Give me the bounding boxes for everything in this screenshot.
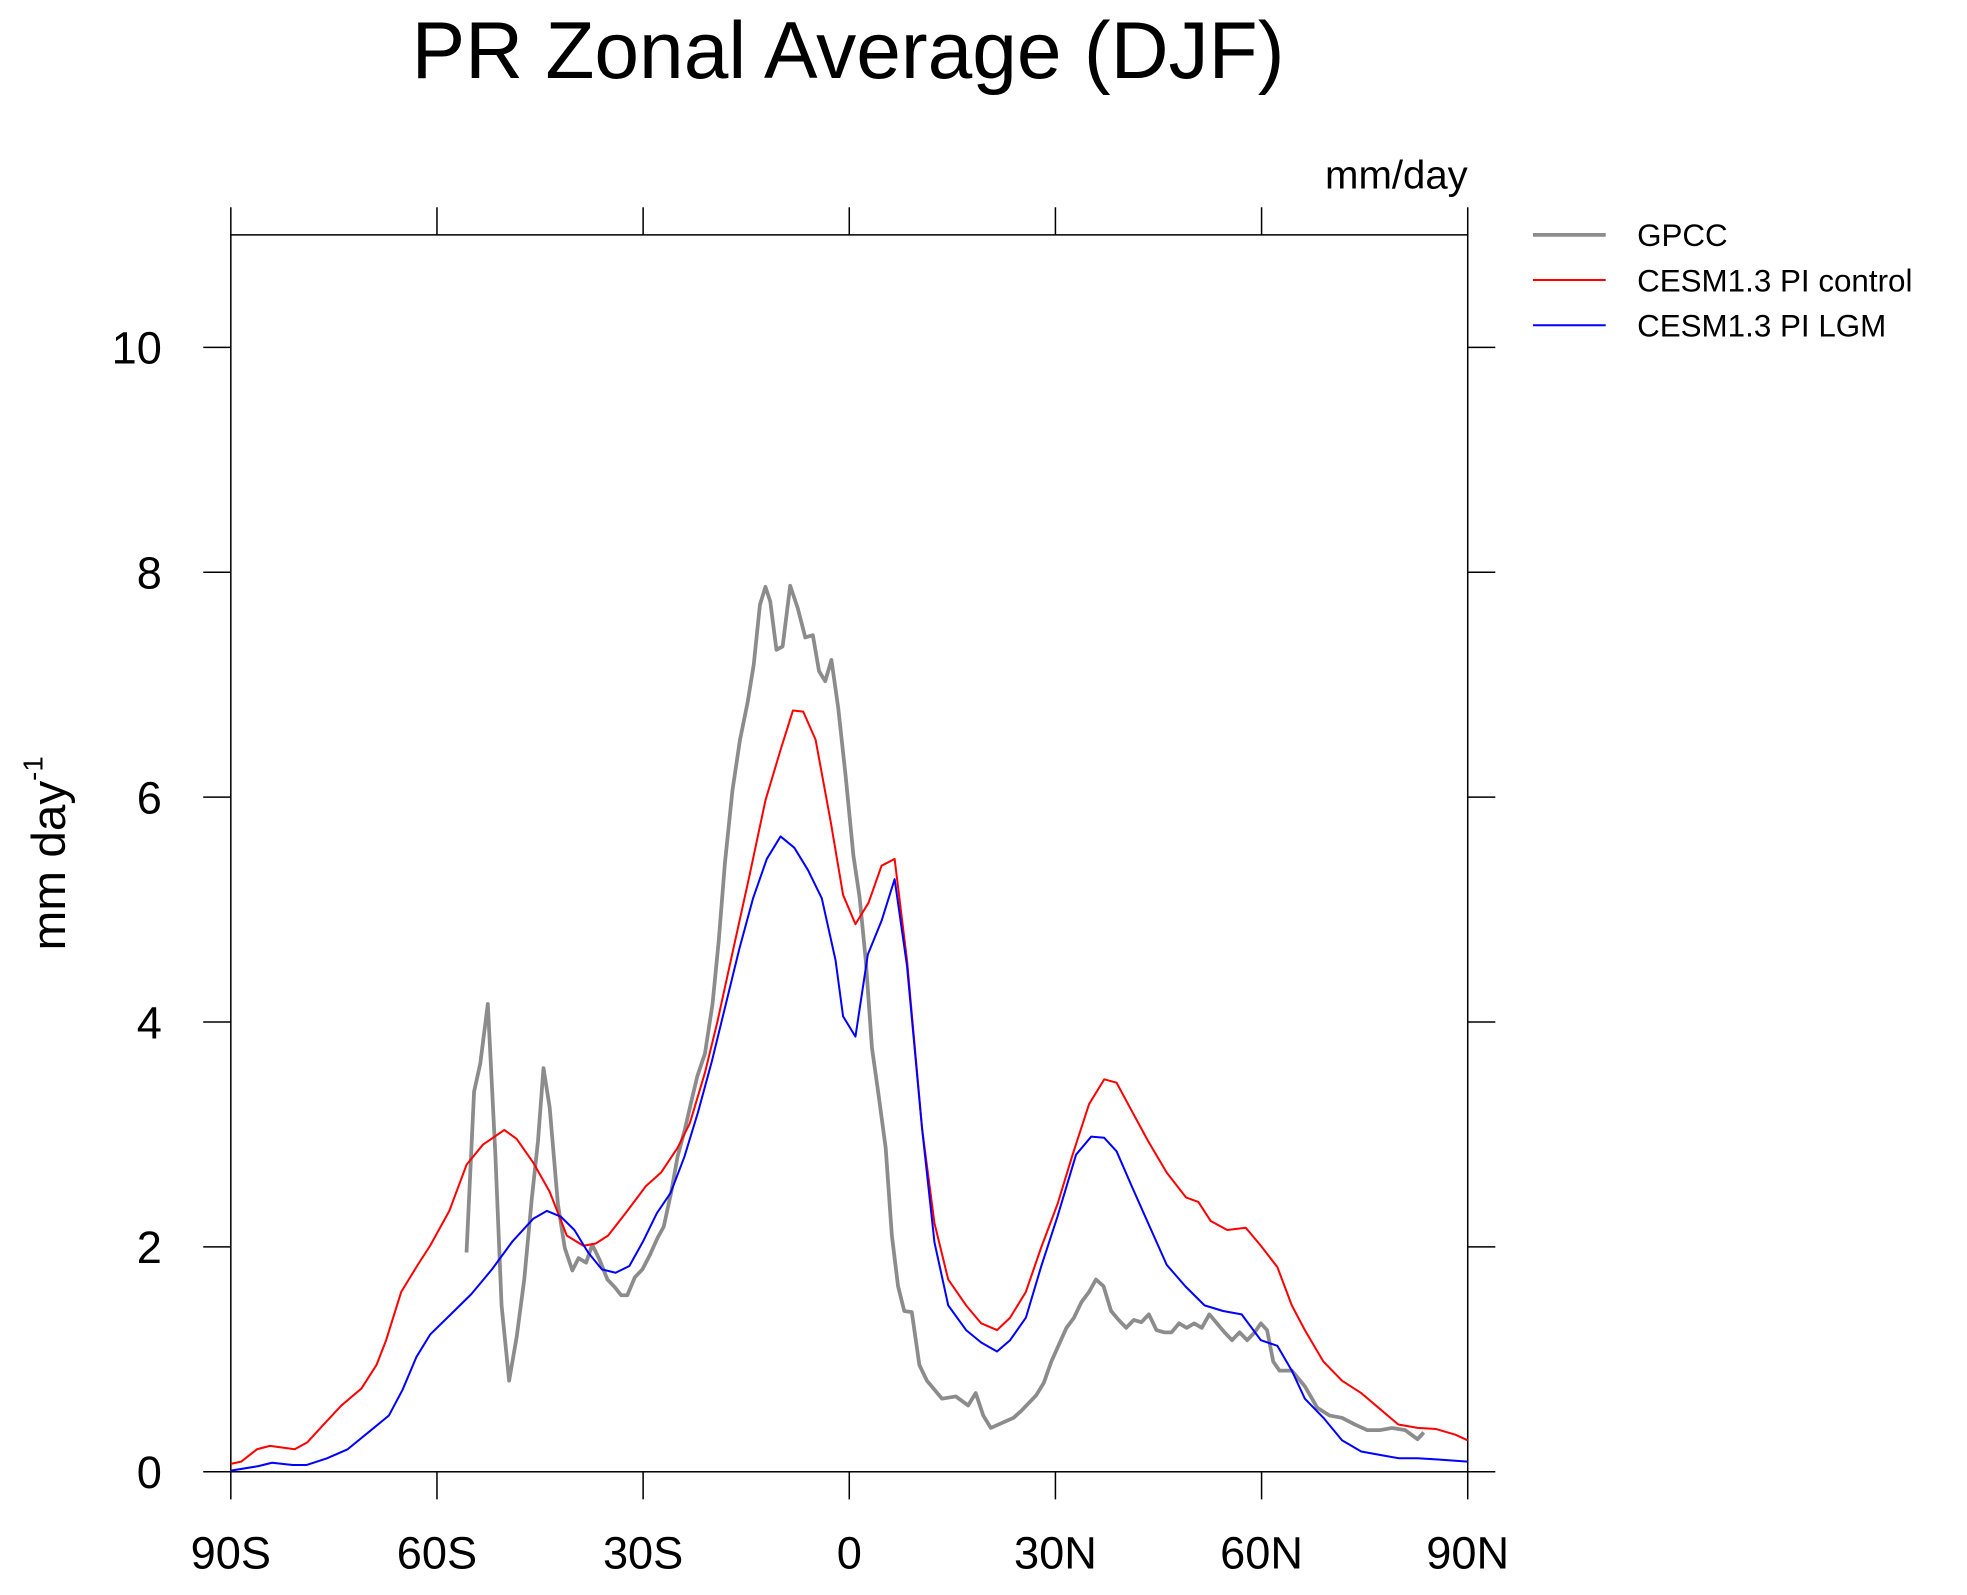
x-tick-label: 90N — [1426, 1527, 1509, 1578]
y-axis-label-superscript: -1 — [18, 756, 49, 781]
y-axis-label-main: mm day — [23, 781, 76, 951]
legend-label: CESM1.3 PI LGM — [1637, 308, 1886, 343]
x-tick-label: 60N — [1220, 1527, 1303, 1578]
legend-label: GPCC — [1637, 218, 1728, 253]
x-tick-label: 0 — [837, 1527, 862, 1578]
y-tick-label: 2 — [137, 1222, 162, 1273]
plot-frame — [230, 234, 1469, 1473]
y-tick-label: 0 — [137, 1447, 162, 1498]
series-line — [230, 835, 1468, 1472]
chart-title: PR Zonal Average (DJF) — [412, 6, 1285, 96]
y-tick-label: 10 — [112, 323, 162, 374]
y-tick-label: 6 — [137, 772, 162, 823]
y-tick-label: 8 — [137, 548, 162, 599]
series-line — [230, 709, 1469, 1465]
series-line — [464, 583, 1426, 1442]
y-axis-label: mm day-1 — [18, 756, 77, 950]
x-tick-label: 60S — [397, 1527, 477, 1578]
units-label: mm/day — [1325, 152, 1468, 197]
y-axis-label-text: mm day-1 — [18, 756, 77, 950]
x-tick-label: 30S — [603, 1527, 683, 1578]
x-tick-label: 90S — [191, 1527, 271, 1578]
x-tick-label: 30N — [1014, 1527, 1097, 1578]
y-tick-label: 4 — [137, 997, 162, 1048]
legend-label: CESM1.3 PI control — [1637, 263, 1912, 298]
